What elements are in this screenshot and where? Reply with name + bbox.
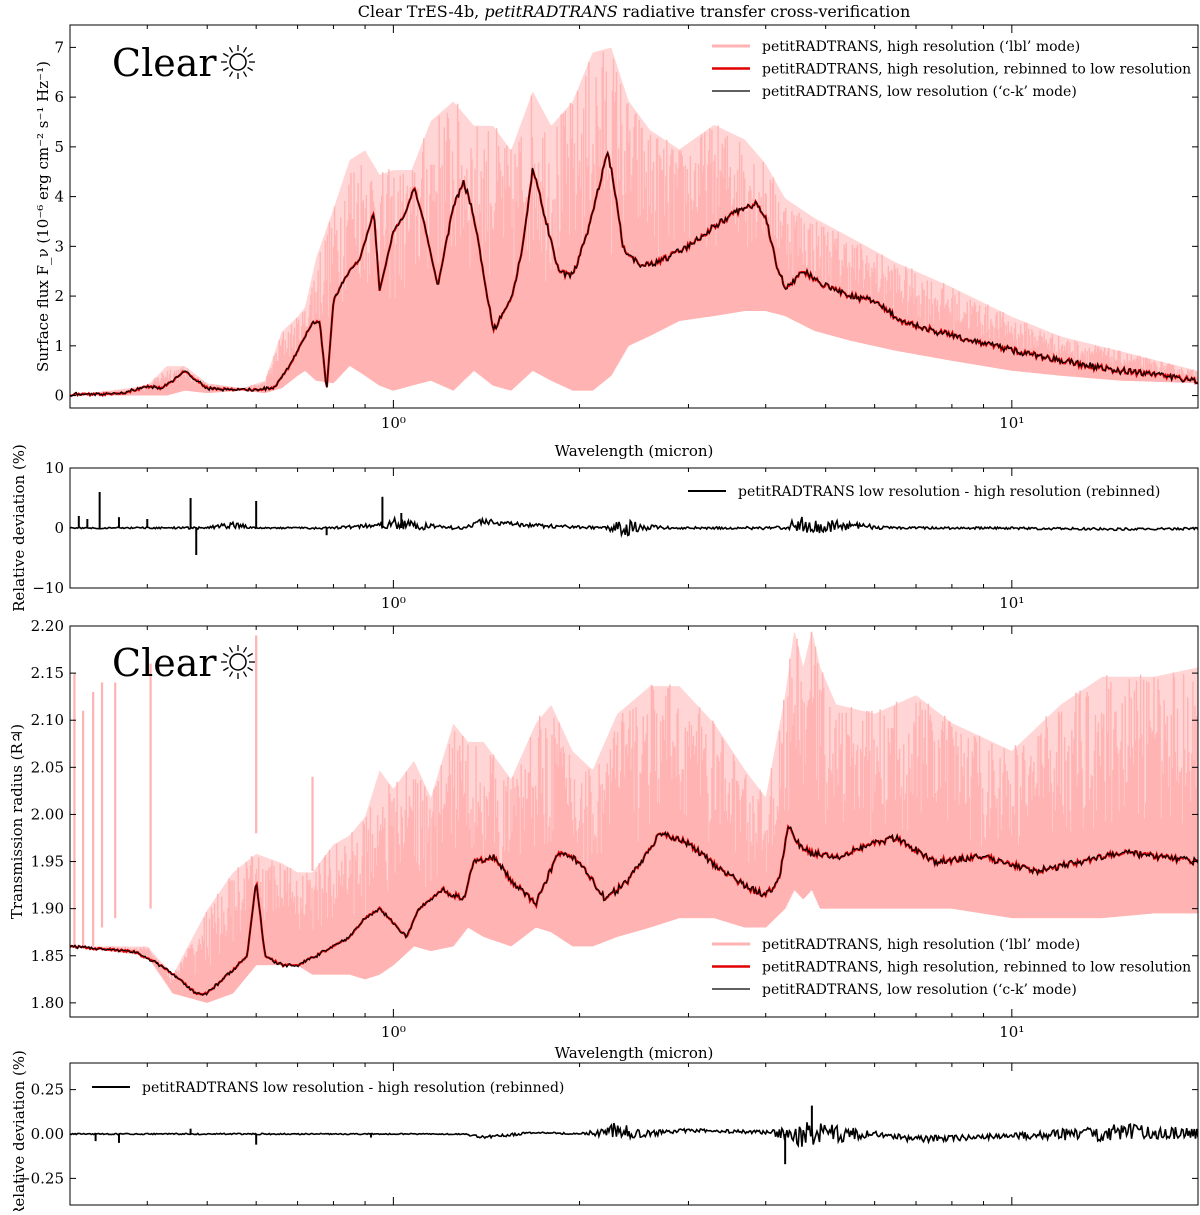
legend-entry: petitRADTRANS, low resolution (‘c-k’ mod… [762, 84, 1077, 100]
legend-entry: petitRADTRANS low resolution - high reso… [142, 1080, 564, 1096]
y-tick-label: 1.95 [31, 853, 64, 871]
legend-entry: petitRADTRANS, high resolution, rebinned… [762, 960, 1191, 976]
x-tick-label: 10¹ [999, 414, 1024, 432]
plot-area [70, 631, 1198, 1003]
legend: petitRADTRANS low resolution - high reso… [92, 1080, 564, 1096]
sun-icon-ray [242, 646, 248, 653]
panel-transmission_residual: −0.250.000.2510⁰10¹Relative deviation (%… [10, 1050, 1199, 1215]
sun-icon-disc [229, 653, 247, 671]
plot-root: 0 1 2 3 4 5 6 7 10⁰ 10¹ Wavelength (micron) Surface… [8, 24, 1199, 1215]
series-low-res-ck [70, 825, 1198, 997]
plot-area [70, 492, 1198, 555]
sun-icon-ray [242, 671, 248, 678]
sun-icon-ray [247, 652, 254, 658]
y-tick-label: 0 [54, 387, 64, 405]
series-high-res-envelope [70, 632, 1198, 1003]
y-tick-label: 1.85 [31, 947, 64, 965]
y-axis-label: Relative deviation (%) [10, 1050, 28, 1211]
legend: petitRADTRANS, high resolution (‘lbl’ mo… [712, 937, 1191, 998]
panel-transmission: 1.80 1.85 1.90 1.95 2.00 2.05 2.10 2.15 2.20 10⁰ 1… [8, 617, 1199, 1062]
sun-icon-ray [228, 46, 234, 53]
y-tick-label: 0.00 [31, 1125, 64, 1143]
y-axis-label: Relative deviation (%) [10, 444, 28, 612]
sun-icon-ray [242, 46, 248, 53]
y-tick-label: −10 [32, 579, 64, 597]
plot-frame [69, 24, 1199, 409]
y-tick-label: 7 [54, 38, 64, 56]
sun-icon-disc [229, 53, 247, 71]
sun-icon-ray [222, 666, 229, 672]
legend-entry: petitRADTRANS, high resolution (‘lbl’ mo… [762, 937, 1080, 953]
sun-icon-ray [242, 71, 248, 78]
y-tick-label: 2.00 [31, 805, 64, 823]
sun-icon [221, 645, 255, 679]
y-tick-label: 1.80 [31, 994, 64, 1012]
clear-annotation: Clear [112, 641, 217, 685]
sun-icon-ray [228, 71, 234, 78]
y-tick-label: 6 [54, 88, 64, 106]
sun-icon-ray [228, 671, 234, 678]
y-tick-label: 2 [54, 287, 64, 305]
sun-icon-ray [247, 52, 254, 58]
y-tick-label: 3 [54, 237, 64, 255]
x-axis-label: Wavelength (micron) [555, 1044, 714, 1062]
clear-annotation: Clear [112, 41, 217, 85]
x-axis-label: Wavelength (micron) [555, 442, 714, 460]
legend-entry: petitRADTRANS, high resolution (‘lbl’ mo… [762, 39, 1080, 55]
x-tick-label: 10¹ [999, 1023, 1024, 1041]
y-tick-label: 2.15 [31, 664, 64, 682]
legend-entry: petitRADTRANS, high resolution, rebinned… [762, 62, 1191, 78]
sun-icon-ray [222, 66, 229, 72]
x-tick-label: 10⁰ [381, 1023, 406, 1041]
y-tick-label: 5 [54, 138, 64, 156]
series-high-res-envelope [70, 47, 1198, 396]
title-pre: Clear TrES-4b, [358, 2, 485, 21]
sun-icon-ray [222, 652, 229, 658]
x-tick-label: 10¹ [999, 594, 1024, 612]
plot-frame [69, 625, 1199, 1018]
x-tick-label: 10⁰ [381, 414, 406, 432]
sun-icon-ray [228, 646, 234, 653]
plot-area [70, 47, 1198, 398]
y-tick-label: 0.25 [31, 1081, 64, 1099]
y-tick-label: 0 [54, 519, 64, 537]
legend: petitRADTRANS, high resolution (‘lbl’ mo… [712, 39, 1191, 100]
y-tick-label: 1 [54, 337, 64, 355]
title-italic: petitRADTRANS [484, 2, 617, 21]
y-tick-label: 1.90 [31, 900, 64, 918]
legend: petitRADTRANS low resolution - high reso… [688, 484, 1160, 500]
y-axis-label: Transmission radius (R♃) [8, 724, 26, 919]
y-tick-label: 10 [45, 459, 64, 477]
y-tick-label: 4 [54, 188, 64, 206]
y-tick-label: 2.20 [31, 617, 64, 635]
figure-title: Clear TrES-4b, petitRADTRANS radiative t… [358, 2, 911, 21]
y-tick-label: −0.25 [18, 1169, 64, 1187]
series-residual [70, 1122, 1198, 1149]
x-tick-label: 10⁰ [381, 594, 406, 612]
sun-icon-ray [247, 66, 254, 72]
series-low-res-ck [70, 151, 1198, 397]
y-tick-label: 2.05 [31, 758, 64, 776]
title-post: radiative transfer cross-verification [618, 2, 911, 21]
legend-entry: petitRADTRANS, low resolution (‘c-k’ mod… [762, 982, 1077, 998]
sun-icon-ray [247, 666, 254, 672]
panel-emission: 0 1 2 3 4 5 6 7 10⁰ 10¹ Wavelength (micron) Surface… [34, 24, 1199, 460]
legend-entry: petitRADTRANS low resolution - high reso… [738, 484, 1160, 500]
panel-emission_residual: −10 0 10 10⁰ 10¹ Relative deviation (%) petitR… [10, 444, 1199, 612]
sun-icon-ray [222, 52, 229, 58]
y-tick-label: 2.10 [31, 711, 64, 729]
y-axis-label: Surface flux F_ν (10⁻⁶ erg cm⁻² s⁻¹ Hz⁻¹… [34, 61, 52, 372]
plot-area [70, 1105, 1198, 1165]
series-residual [70, 515, 1198, 538]
sun-icon [221, 45, 255, 79]
